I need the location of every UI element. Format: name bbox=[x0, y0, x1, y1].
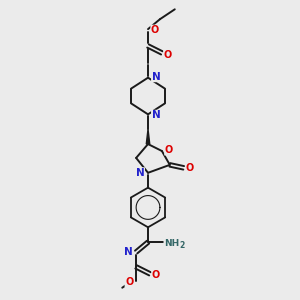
Text: O: O bbox=[151, 25, 159, 35]
Text: O: O bbox=[165, 145, 173, 155]
Text: O: O bbox=[164, 50, 172, 60]
Text: N: N bbox=[152, 110, 160, 120]
Text: O: O bbox=[185, 163, 194, 173]
Text: N: N bbox=[152, 72, 160, 82]
Polygon shape bbox=[146, 129, 150, 144]
Text: O: O bbox=[152, 270, 160, 280]
Text: N: N bbox=[136, 168, 145, 178]
Text: N: N bbox=[124, 247, 133, 257]
Text: 2: 2 bbox=[179, 241, 184, 250]
Text: O: O bbox=[125, 277, 133, 287]
Text: NH: NH bbox=[164, 238, 179, 247]
